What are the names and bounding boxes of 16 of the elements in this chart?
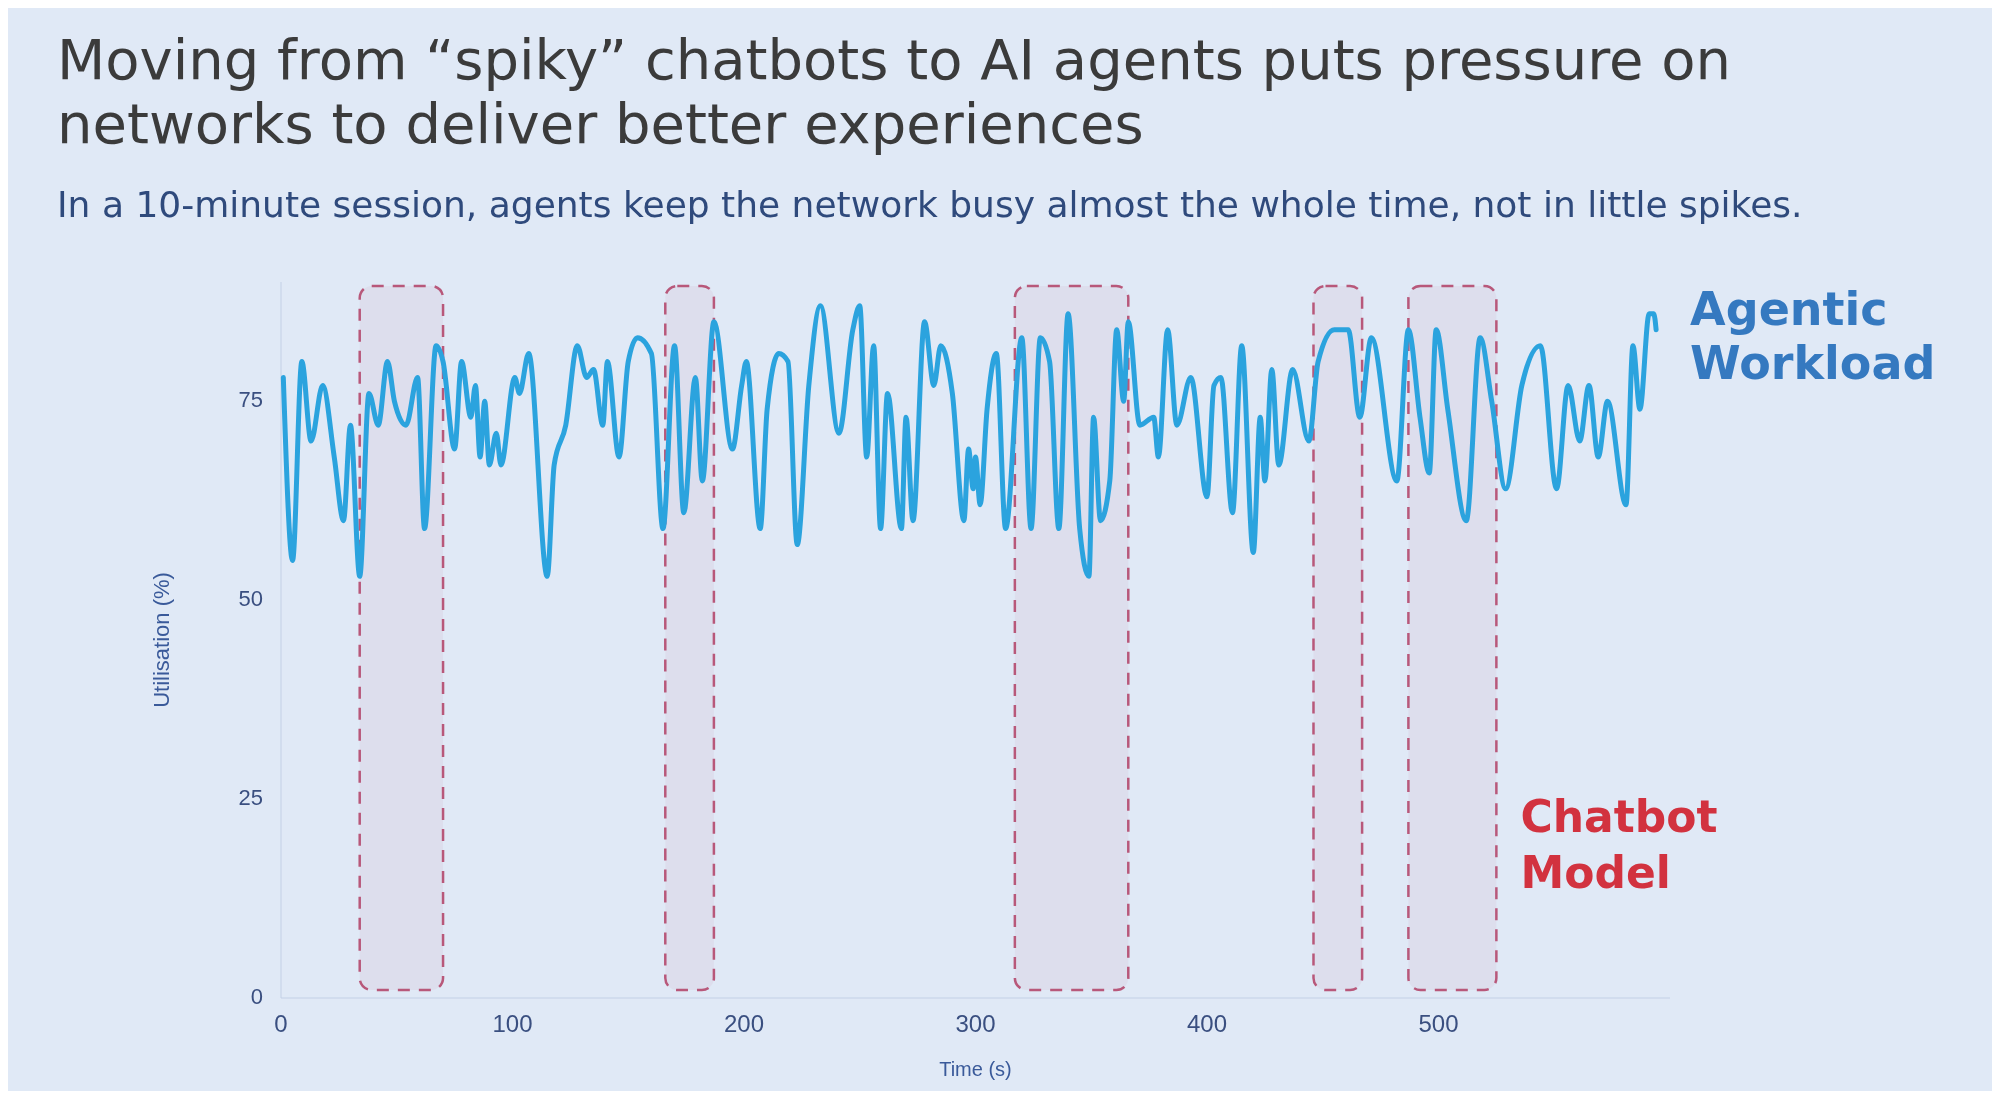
chart-title: Moving from “spiky” chatbots to AI agents puts pressure on networks to deliver better experiences: [57, 27, 1732, 156]
x-tick-label: 400: [1186, 1010, 1228, 1038]
chart-subtitle: In a 10-minute session, agents keep the network busy almost the whole time, not in little spikes.: [57, 184, 1803, 225]
y-axis-title: Utilisation (%): [148, 572, 174, 708]
x-tick-label: 200: [723, 1010, 765, 1038]
x-tick-label: 500: [1418, 1010, 1459, 1038]
series-label: Agentic Workload: [1690, 281, 1936, 390]
y-tick-label: 75: [238, 387, 263, 413]
x-tick-label: 100: [492, 1010, 533, 1038]
y-tick-label: 50: [238, 586, 263, 612]
y-tick-label: 25: [238, 784, 263, 810]
x-tick-label: 0: [274, 1010, 288, 1038]
x-axis-title: Time (s): [939, 1058, 1012, 1080]
y-tick-label: 0: [250, 983, 263, 1009]
band-label: Chatbot Model: [1520, 791, 1718, 898]
x-tick-label: 300: [955, 1010, 996, 1038]
